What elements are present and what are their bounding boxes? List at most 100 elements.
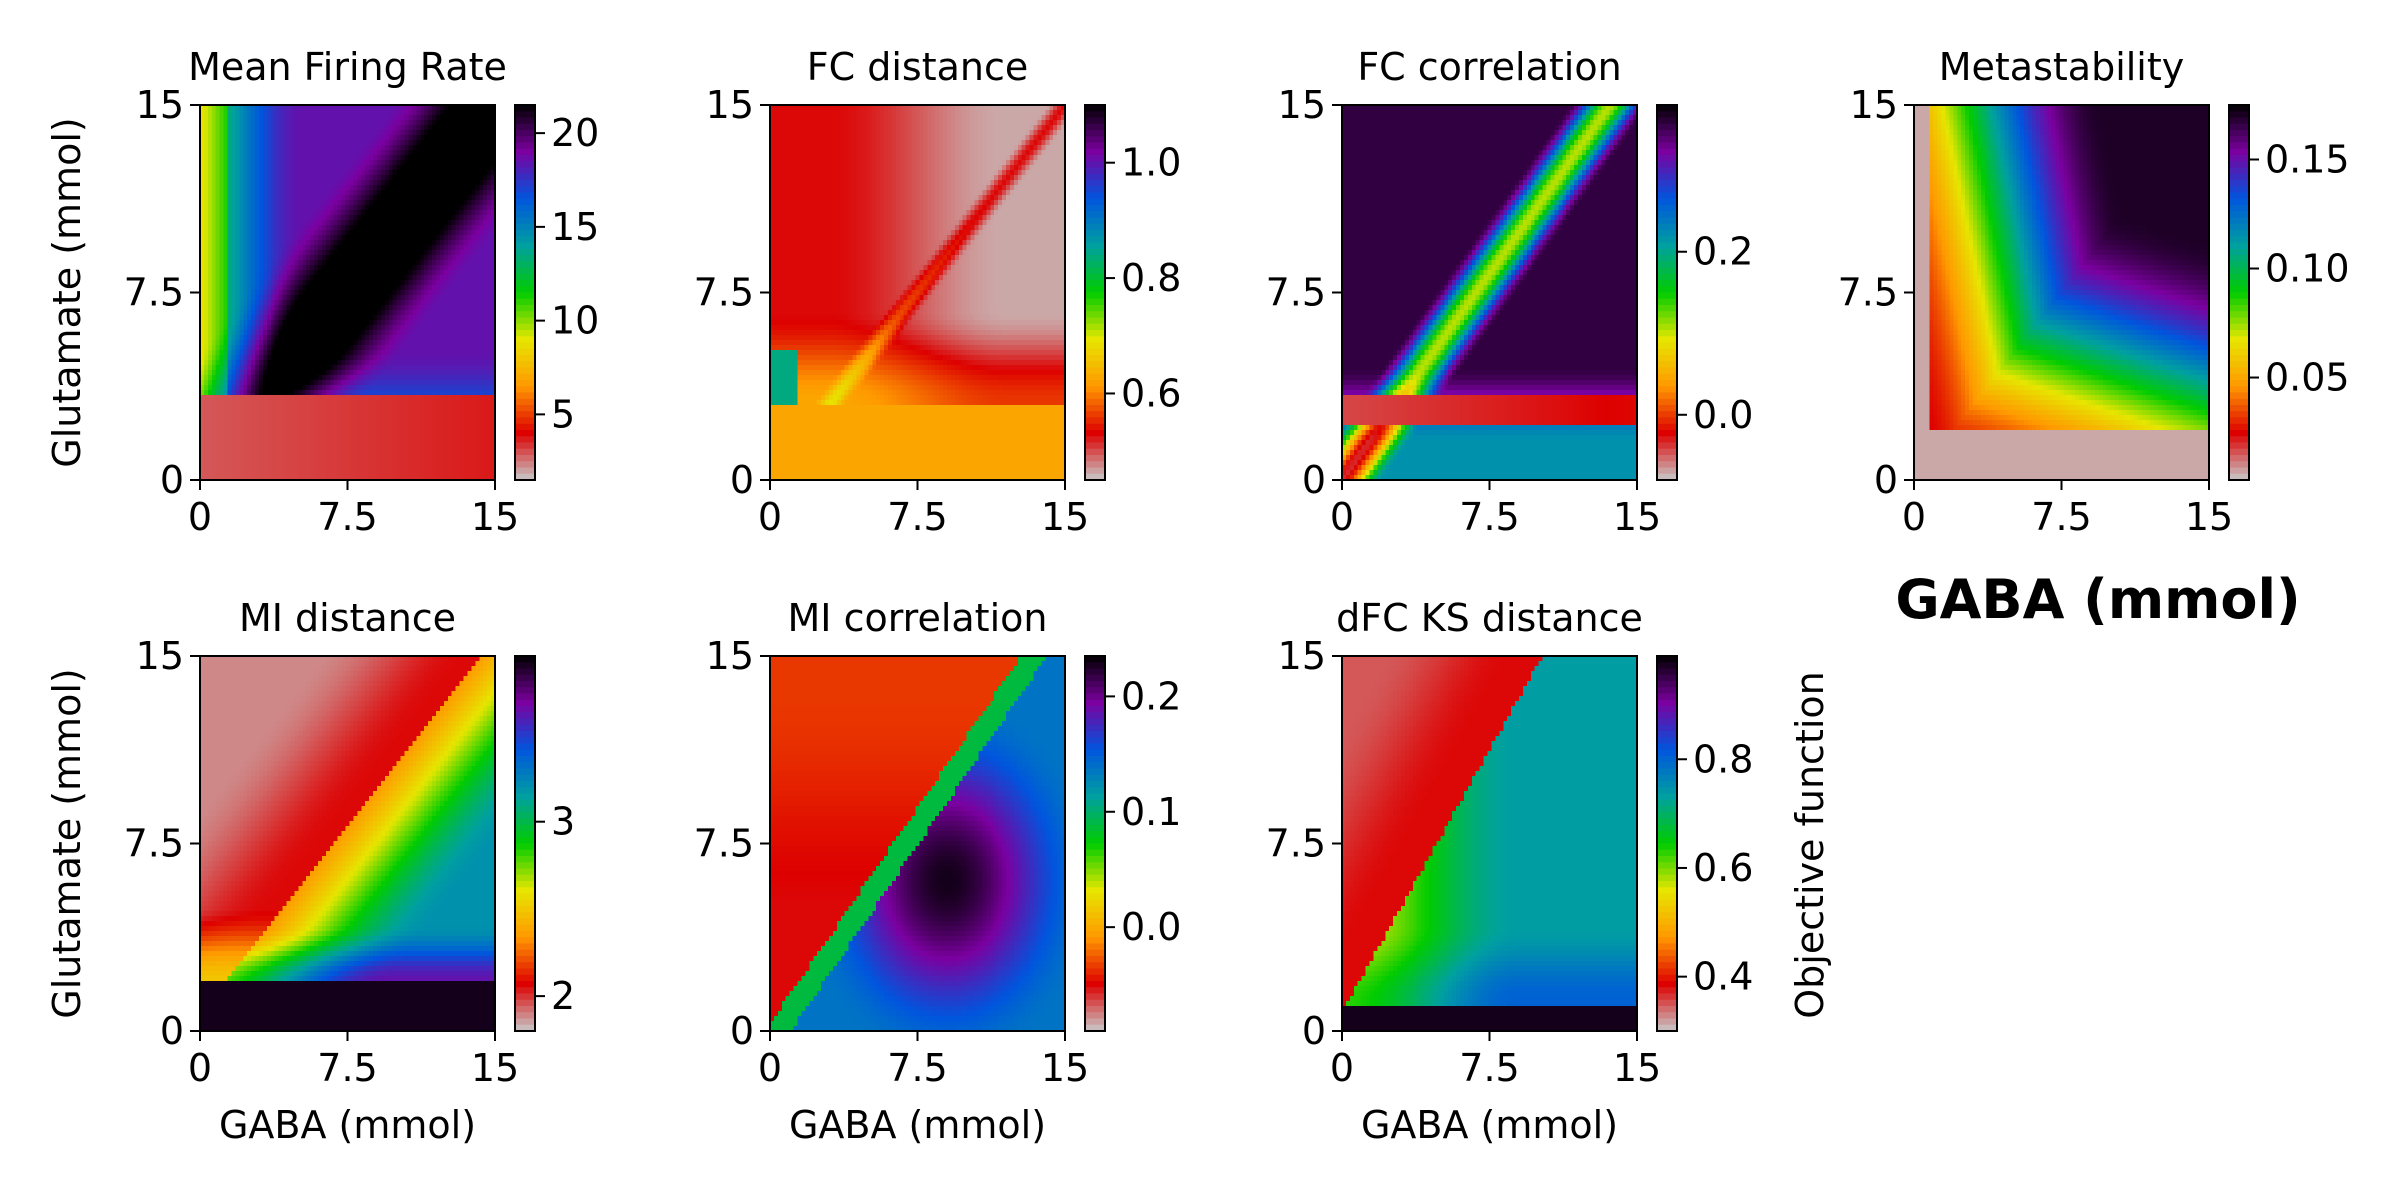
colorbar-segment — [1657, 906, 1677, 913]
colorbar-segment — [1085, 111, 1105, 119]
colorbar-segment — [515, 273, 535, 281]
colorbar-segment — [2229, 148, 2249, 156]
colorbar-segment — [1657, 774, 1677, 782]
colorbar-segment — [515, 962, 535, 970]
colorbar-segment — [1085, 862, 1105, 870]
colorbar-segment — [1085, 1006, 1105, 1013]
colorbar-segment — [1657, 198, 1677, 206]
colorbar-segment — [515, 280, 535, 287]
colorbar-segment — [1657, 255, 1677, 262]
colorbar-segment — [515, 255, 535, 262]
colorbar-segment — [515, 467, 535, 475]
colorbar-segment — [1085, 656, 1105, 663]
colorbar-segment — [1085, 931, 1105, 938]
colorbar-segment — [1657, 1024, 1677, 1032]
colorbar-segment — [515, 448, 535, 456]
colorbar-segment — [515, 198, 535, 206]
colorbar-segment — [1085, 130, 1105, 137]
colorbar-segment — [1085, 831, 1105, 838]
colorbar-tick-label: 0.0 — [1121, 905, 1181, 949]
colorbar-segment — [2229, 367, 2249, 375]
colorbar-segment — [1085, 918, 1105, 926]
colorbar-segment — [2229, 411, 2249, 419]
colorbar-segment — [515, 305, 535, 312]
colorbar-segment — [1657, 862, 1677, 870]
colorbar-segment — [515, 743, 535, 751]
colorbar-segment — [515, 712, 535, 720]
colorbar-segment — [1657, 762, 1677, 770]
colorbar-segment — [515, 373, 535, 381]
colorbar-segment — [1085, 906, 1105, 913]
x-tick-label: 0 — [1902, 495, 1926, 539]
panel-fc-correlation: FC correlation 0 7.5 15 0 7.5 15 0.0 0.2 — [1266, 45, 1754, 539]
colorbar-segment — [1085, 442, 1105, 450]
y-tick-label: 7.5 — [694, 271, 754, 315]
colorbar-segment — [1657, 236, 1677, 244]
colorbar-segment — [515, 192, 535, 200]
colorbar-segment — [2229, 142, 2249, 150]
x-tick-label: 15 — [471, 495, 519, 539]
colorbar-segment — [2229, 273, 2249, 281]
colorbar-segment — [1085, 467, 1105, 475]
colorbar-segment — [515, 348, 535, 356]
heatmap-cells — [200, 105, 495, 480]
colorbar-segment — [1657, 248, 1677, 256]
colorbar-segment — [1657, 937, 1677, 945]
colorbar-segment — [515, 311, 535, 319]
panel-dfc-ks-distance: dFC KS distance 0 7.5 15 0 7.5 15 GABA (mmol) 0.… — [1266, 596, 1754, 1147]
colorbar-segment — [1085, 818, 1105, 826]
colorbar-segment — [1085, 924, 1105, 932]
colorbar-segment — [1657, 205, 1677, 212]
panel-title: MI distance — [239, 596, 456, 640]
colorbar-segment — [1657, 223, 1677, 231]
y-tick-label: 0 — [730, 1009, 754, 1053]
colorbar-segment — [1657, 461, 1677, 469]
colorbar-segment — [2229, 211, 2249, 219]
colorbar-segment — [515, 687, 535, 695]
colorbar-segment — [515, 430, 535, 437]
colorbar-tick-label: 3 — [551, 800, 575, 844]
x-tick-label: 15 — [2185, 495, 2233, 539]
colorbar-segment — [1657, 330, 1677, 337]
colorbar-segment — [1657, 712, 1677, 720]
colorbar-segment — [1657, 280, 1677, 287]
colorbar-segment — [515, 824, 535, 832]
colorbar: 0.0 0.2 — [1656, 104, 1753, 481]
colorbar-segment — [515, 937, 535, 945]
colorbar-segment — [1657, 317, 1677, 325]
x-tick-label: 15 — [471, 1046, 519, 1090]
colorbar-segment — [1657, 123, 1677, 131]
colorbar-segment — [1085, 706, 1105, 713]
colorbar-segment — [1085, 962, 1105, 970]
colorbar-segment — [2229, 423, 2249, 431]
colorbar-segment — [1657, 230, 1677, 237]
colorbar-segment — [2229, 386, 2249, 394]
colorbar-segment — [1085, 448, 1105, 456]
colorbar: 23 — [514, 655, 575, 1032]
colorbar-segment — [515, 173, 535, 181]
colorbar-segment — [515, 674, 535, 682]
y-tick-label: 15 — [1278, 634, 1326, 678]
colorbar-segment — [515, 774, 535, 782]
colorbar-segment — [1657, 737, 1677, 745]
colorbar-segment — [1657, 999, 1677, 1007]
colorbar-frame — [2228, 104, 2250, 481]
corner-xlabel: GABA (mmol) — [1895, 568, 2300, 631]
colorbar-segment — [1085, 981, 1105, 988]
colorbar-segment — [515, 762, 535, 770]
colorbar-segment — [515, 768, 535, 776]
colorbar-segment — [2229, 173, 2249, 181]
colorbar-segment — [2229, 323, 2249, 331]
x-axis-label: GABA (mmol) — [219, 1103, 476, 1147]
colorbar-segment — [1085, 787, 1105, 795]
colorbar-segment — [1085, 949, 1105, 957]
colorbar-segment — [1657, 130, 1677, 137]
colorbar-segment — [1085, 868, 1105, 876]
colorbar-segment — [1085, 856, 1105, 863]
x-tick-label: 7.5 — [1459, 1046, 1519, 1090]
y-tick-label: 7.5 — [694, 822, 754, 866]
y-tick-label: 7.5 — [1266, 822, 1326, 866]
colorbar-frame — [1656, 655, 1678, 1032]
x-tick-label: 0 — [758, 495, 782, 539]
